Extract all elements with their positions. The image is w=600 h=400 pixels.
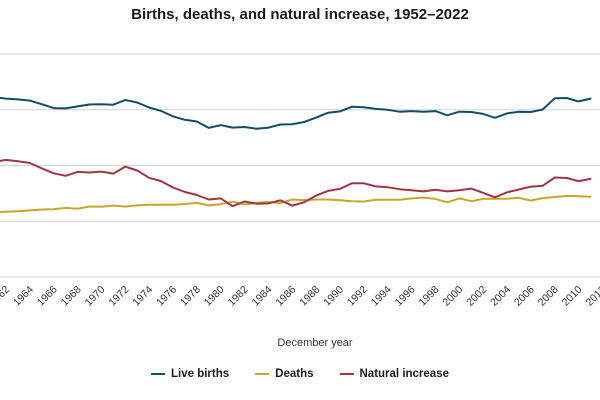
- x-tick-label: 1998: [417, 284, 442, 309]
- legend-swatch-deaths: [255, 373, 270, 375]
- legend-swatch-live-births: [150, 373, 165, 375]
- x-tick-label: 2012: [584, 284, 600, 309]
- legend-label-live-births: Live births: [170, 368, 230, 380]
- x-tick-label: 1962: [0, 284, 12, 309]
- x-tick-label: 1968: [59, 284, 84, 309]
- legend-label-natural-increase: Natural increase: [359, 368, 450, 380]
- series-lines: [0, 96, 592, 214]
- x-tick-label: 1978: [178, 284, 203, 309]
- legend-item-natural-increase[interactable]: Natural increase: [339, 368, 450, 380]
- legend-item-live-births[interactable]: Live births: [150, 368, 230, 380]
- x-tick-label: 1974: [130, 284, 155, 309]
- legend: Live births Deaths Natural increase: [0, 368, 600, 380]
- x-tick-label: 1980: [202, 284, 227, 309]
- x-tick-label: 1994: [369, 284, 394, 309]
- x-tick-label: 1988: [297, 284, 322, 309]
- x-tick-label: 1986: [273, 284, 298, 309]
- x-tick-label: 1992: [345, 284, 370, 309]
- legend-swatch-natural-increase: [339, 373, 354, 375]
- x-tick-label: 1982: [226, 284, 251, 309]
- gridlines: [0, 53, 600, 278]
- x-tick-label: 1990: [321, 284, 346, 309]
- x-tick-label: 1976: [154, 284, 179, 309]
- x-tick-label: 1970: [83, 284, 108, 309]
- x-tick-label: 1966: [35, 284, 60, 309]
- x-tick-label: 2008: [536, 284, 561, 309]
- chart-title: Births, deaths, and natural increase, 19…: [131, 6, 469, 23]
- series-line-live-births: [0, 96, 592, 130]
- x-tick-label: 2000: [440, 284, 465, 309]
- x-axis-label: December year: [277, 337, 353, 349]
- x-tick-label: 2006: [512, 284, 537, 309]
- series-line-deaths: [0, 194, 592, 214]
- x-tick-label: 2004: [488, 284, 513, 309]
- series-line-natural-increase: [0, 158, 592, 208]
- legend-label-deaths: Deaths: [275, 368, 314, 380]
- legend-item-deaths[interactable]: Deaths: [255, 368, 314, 380]
- x-tick-label: 1996: [393, 284, 418, 309]
- x-axis-ticks: 1962196419661968197019721974197619781980…: [0, 284, 600, 309]
- x-tick-label: 1972: [106, 284, 131, 309]
- x-tick-label: 2010: [560, 284, 585, 309]
- x-tick-label: 2002: [464, 284, 489, 309]
- x-tick-label: 1984: [250, 284, 275, 309]
- x-tick-label: 1964: [11, 284, 36, 309]
